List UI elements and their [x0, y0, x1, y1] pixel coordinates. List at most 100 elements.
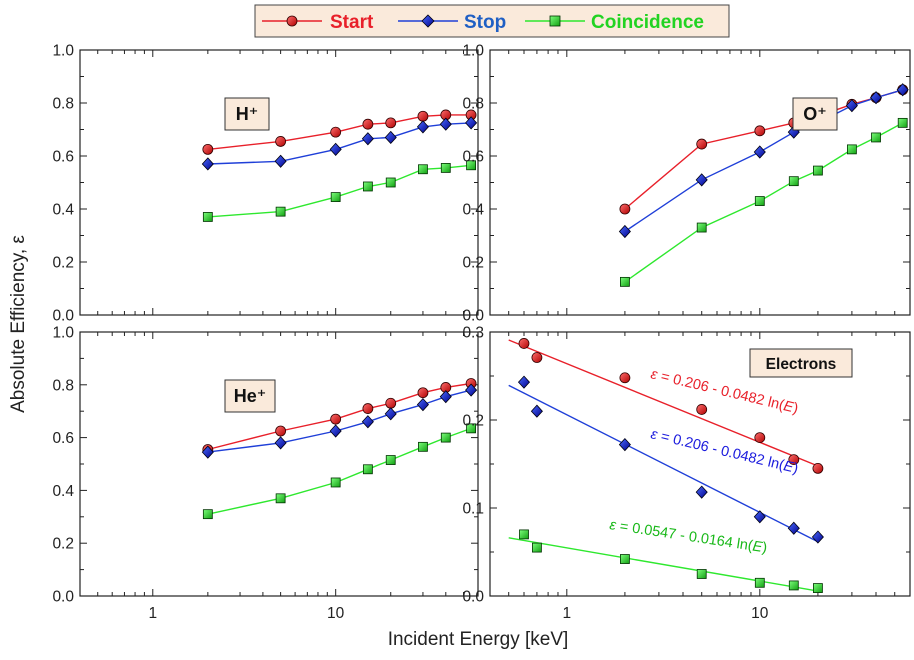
data-point	[385, 397, 397, 409]
data-point	[896, 83, 909, 97]
data-point	[275, 206, 286, 217]
data-point	[362, 118, 374, 130]
data-point	[466, 160, 476, 171]
data-point	[384, 130, 397, 145]
data-point	[530, 404, 543, 418]
panels: 0.0 0.2 0.4 0.6 0.8 1.0 H⁺ 0.0 0.2 0.4 0.6 0.8 1.0 O⁺…	[52, 43, 911, 622]
data-point	[531, 352, 543, 363]
data-point	[330, 477, 341, 488]
data-point	[418, 164, 428, 175]
data-point	[202, 143, 214, 155]
data-point	[619, 203, 631, 215]
data-point	[465, 383, 478, 397]
panel-label: Electrons	[766, 356, 837, 373]
data-point	[274, 154, 287, 168]
data-point	[418, 441, 428, 452]
data-point	[202, 509, 213, 520]
data-point	[416, 398, 429, 412]
data-point	[361, 132, 374, 146]
data-point	[696, 138, 708, 150]
y-tick-label: 0.6	[462, 149, 484, 166]
legend-marker-stop	[421, 14, 435, 28]
y-axis-title: Absolute Efficiency, ε	[8, 235, 29, 413]
y-tick-label: 0.4	[462, 202, 484, 219]
legend-marker-start	[286, 15, 298, 27]
data-point	[845, 99, 858, 113]
y-tick-label: 0.2	[462, 255, 484, 272]
data-point	[619, 372, 631, 384]
data-point	[754, 577, 765, 588]
legend-label-stop: Stop	[464, 12, 506, 33]
data-point	[754, 432, 766, 444]
data-point	[813, 583, 823, 593]
series-coincidence	[620, 117, 908, 287]
data-point	[812, 462, 824, 474]
data-point	[330, 413, 342, 425]
data-point	[787, 521, 800, 535]
y-tick-label: 0.8	[462, 96, 484, 113]
x-tick-label: 1	[562, 605, 571, 622]
fit-line	[508, 384, 819, 543]
data-point	[871, 132, 881, 143]
panel-label-box	[792, 97, 838, 131]
y-tick-label: 0.2	[52, 536, 74, 553]
fit-line	[508, 339, 819, 467]
x-tick-label: 10	[327, 605, 345, 622]
data-point	[440, 163, 451, 173]
legend-entry-start: Start	[262, 12, 374, 33]
data-point	[695, 485, 708, 499]
data-point	[384, 407, 397, 421]
data-point	[201, 445, 214, 459]
legend-label-coincidence: Coincidence	[591, 12, 704, 33]
data-point	[813, 165, 823, 176]
data-point	[439, 390, 452, 404]
data-point	[754, 196, 765, 206]
data-point	[897, 117, 908, 128]
data-point	[696, 569, 707, 579]
data-point	[385, 455, 396, 465]
y-tick-label: 1.0	[462, 43, 484, 60]
data-point	[417, 387, 429, 399]
panel-label: O⁺	[803, 104, 827, 124]
data-point	[519, 529, 529, 540]
panel-label-box	[224, 379, 276, 413]
data-point	[618, 224, 631, 239]
series-coincidence	[202, 423, 476, 520]
legend-box	[254, 4, 730, 38]
data-point	[329, 424, 342, 438]
data-point	[439, 117, 452, 131]
data-point	[788, 580, 799, 591]
panel-bottom-left: 0.0 0.2 0.4 0.6 0.8 1.0 1 10 He⁺	[52, 325, 479, 622]
data-point	[330, 192, 341, 202]
legend-label-start: Start	[330, 12, 374, 33]
y-tick-label: 0.4	[52, 202, 74, 219]
data-point	[518, 338, 530, 349]
data-point	[465, 116, 478, 130]
panel-label: He⁺	[234, 386, 267, 406]
series-start	[202, 109, 477, 155]
y-tick-label: 0.6	[52, 430, 74, 447]
y-tick-label: 0.1	[462, 501, 484, 518]
data-point	[532, 542, 542, 553]
y-tick-label: 0.8	[52, 96, 74, 113]
panel-frame	[79, 331, 479, 597]
panel-top-right: 0.0 0.2 0.4 0.6 0.8 1.0 O⁺	[462, 43, 911, 325]
fit-line	[508, 537, 819, 592]
y-tick-label: 0.4	[52, 483, 74, 500]
data-point	[869, 91, 883, 105]
x-tick-label: 1	[148, 605, 157, 622]
data-point	[361, 415, 374, 429]
data-point	[275, 493, 286, 504]
panel-label-box	[749, 348, 853, 378]
data-point	[417, 110, 429, 122]
data-point	[330, 126, 342, 138]
panel-frame	[79, 49, 479, 316]
y-tick-label: 0.8	[52, 377, 74, 394]
series-start	[202, 378, 477, 455]
data-point	[788, 176, 799, 187]
y-tick-label: 0.2	[462, 413, 484, 430]
legend-marker-coincidence	[549, 15, 561, 27]
data-point	[416, 120, 429, 134]
panel-label: H⁺	[236, 104, 259, 124]
